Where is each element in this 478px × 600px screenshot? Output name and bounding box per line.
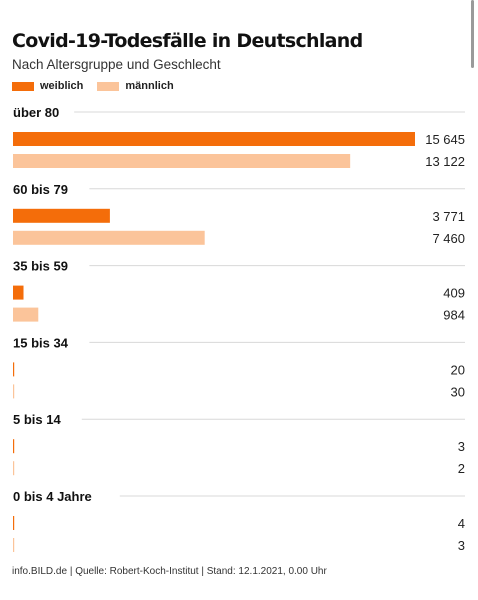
chart-title: Covid-19-Todesfälle in Deutschland <box>12 30 363 52</box>
legend-item-male: männlich <box>97 80 174 92</box>
legend-label-male: männlich <box>125 80 174 92</box>
group-label: 0 bis 4 Jahre <box>13 489 92 504</box>
bar <box>13 208 110 223</box>
chart-subtitle: Nach Altersgruppe und Geschlecht <box>12 57 221 72</box>
legend-swatch-female <box>12 81 34 91</box>
bar <box>13 439 15 454</box>
value-label: 3 <box>458 439 465 454</box>
bar <box>13 362 15 377</box>
group-label: über 80 <box>13 105 59 120</box>
legend: weiblich männlich <box>12 80 174 92</box>
legend-swatch-male <box>97 81 120 91</box>
bar <box>13 461 15 476</box>
group-label: 15 bis 34 <box>13 335 69 350</box>
value-label: 409 <box>443 286 465 301</box>
value-label: 4 <box>458 516 465 531</box>
group-label: 60 bis 79 <box>13 182 68 197</box>
value-label: 15 645 <box>425 132 465 147</box>
legend-label-female: weiblich <box>40 80 84 92</box>
group-label: 5 bis 14 <box>13 412 61 427</box>
value-label: 2 <box>458 461 465 476</box>
legend-item-female: weiblich <box>12 80 83 92</box>
scrollbar[interactable] <box>471 0 474 68</box>
value-label: 3 771 <box>432 209 465 224</box>
bar <box>13 154 351 168</box>
value-label: 3 <box>458 538 465 553</box>
group-label: 35 bis 59 <box>13 259 68 274</box>
value-label: 984 <box>443 308 465 323</box>
value-label: 7 460 <box>432 231 465 246</box>
bar <box>13 132 415 146</box>
bar <box>13 516 15 530</box>
value-label: 20 <box>451 362 465 377</box>
source-footer: info.BILD.de | Quelle: Robert-Koch-Insti… <box>12 566 327 577</box>
bar <box>13 285 24 300</box>
bar <box>13 230 205 245</box>
bar <box>13 384 15 399</box>
value-label: 30 <box>451 384 465 399</box>
bar <box>13 307 39 322</box>
value-label: 13 122 <box>425 154 465 169</box>
bar <box>13 538 15 552</box>
